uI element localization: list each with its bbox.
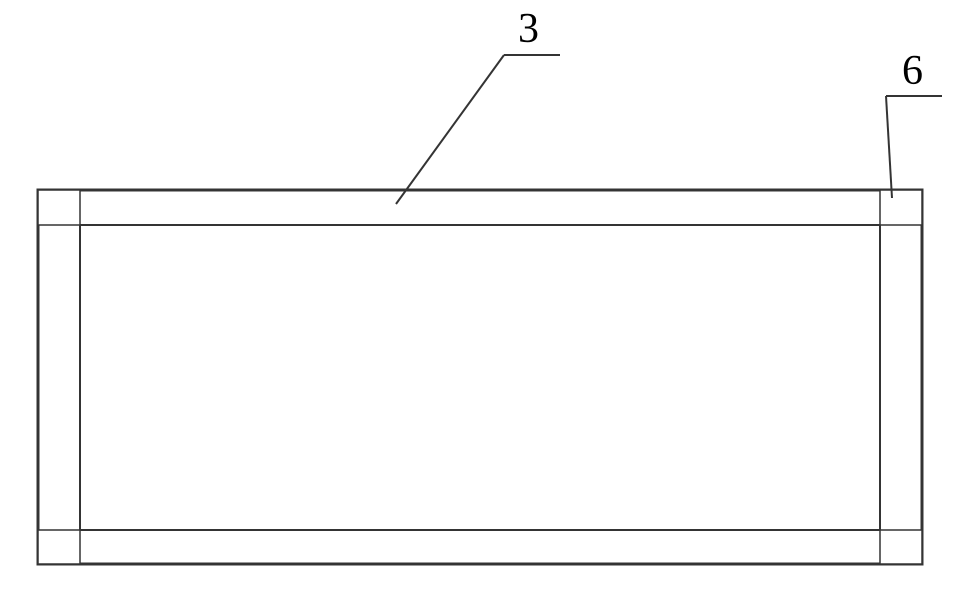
corner-top-left [38, 190, 80, 225]
outer-rect [38, 190, 922, 564]
corner-bottom-right [880, 530, 922, 564]
leader-6-line [886, 96, 892, 198]
diagram-canvas: 3 6 [0, 0, 958, 591]
corner-bottom-left [38, 530, 80, 564]
label-6: 6 [902, 50, 923, 92]
label-3: 3 [518, 8, 539, 50]
inner-rect [80, 225, 880, 530]
leader-3-line [396, 55, 504, 204]
diagram-svg [0, 0, 958, 591]
corner-top-right [880, 190, 922, 225]
